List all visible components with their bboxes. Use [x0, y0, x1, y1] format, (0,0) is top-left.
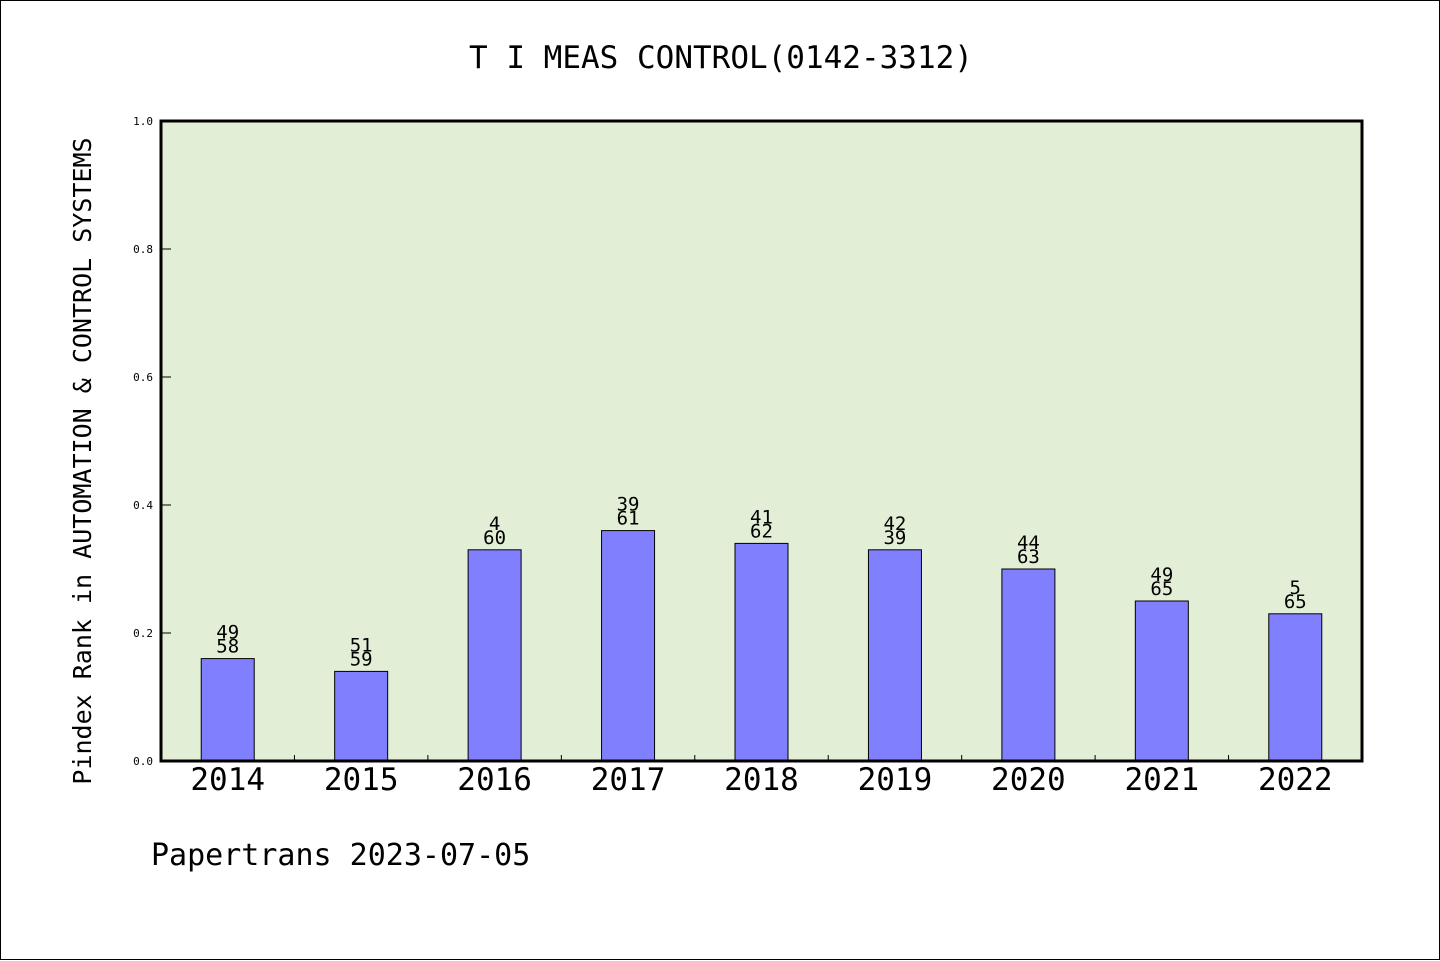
x-tick-label: 2016 — [457, 762, 532, 798]
x-tick-label: 2015 — [324, 762, 399, 798]
bar-label-bottom: 59 — [350, 648, 373, 670]
y-tick-label: 0.0 — [133, 755, 153, 768]
bar-label-top: 4 — [489, 513, 500, 535]
bar-label-top: 49 — [216, 622, 239, 644]
x-tick-label: 2017 — [591, 762, 666, 798]
bar — [334, 670, 389, 762]
chart-title: T I MEAS CONTROL(0142-3312) — [469, 40, 973, 76]
y-axis-ticks: 0.0 0.2 0.4 0.6 0.8 1.0 — [133, 115, 171, 768]
bar-label-top: 42 — [883, 513, 906, 535]
bar — [1001, 568, 1056, 762]
y-tick-label: 0.8 — [133, 243, 153, 256]
bar-label-top: 5 — [1290, 577, 1301, 599]
bar-label-bottom: 65 — [1150, 578, 1173, 600]
bar — [734, 542, 789, 762]
y-tick-label: 1.0 — [133, 115, 153, 128]
bar — [601, 530, 656, 762]
x-tick-label: 2020 — [991, 762, 1066, 798]
bar-label-top: 51 — [350, 634, 373, 656]
footer-text: Papertrans 2023-07-05 — [151, 838, 530, 873]
x-tick-label: 2018 — [724, 762, 799, 798]
bar — [1268, 613, 1323, 762]
bar-label-bottom: 58 — [216, 636, 239, 658]
bar — [200, 658, 255, 762]
bar — [867, 549, 922, 762]
bar — [1134, 600, 1189, 762]
x-axis-ticks: 2014 2015 2016 2017 2018 2019 2020 2021 2022 — [190, 755, 1333, 798]
bar-label-bottom: 63 — [1017, 546, 1040, 568]
bar-label-top: 39 — [617, 494, 640, 516]
x-tick-label: 2019 — [858, 762, 933, 798]
y-axis-label: Pindex Rank in AUTOMATION & CONTROL SYST… — [68, 137, 97, 784]
bar-label-bottom: 61 — [617, 508, 640, 530]
y-tick-label: 0.6 — [133, 371, 153, 384]
plot-border — [159, 119, 1364, 763]
bar-label-top: 44 — [1017, 532, 1040, 554]
bar-label-bottom: 39 — [883, 527, 906, 549]
bar-label-bottom: 65 — [1284, 591, 1307, 613]
bar-label-bottom: 60 — [483, 527, 506, 549]
y-tick-label: 0.4 — [133, 499, 153, 512]
bar-label-top: 49 — [1150, 564, 1173, 586]
x-tick-label: 2022 — [1258, 762, 1333, 798]
y-tick-label: 0.2 — [133, 627, 153, 640]
bar-label-bottom: 62 — [750, 520, 773, 542]
x-tick-label: 2014 — [190, 762, 265, 798]
bars — [200, 530, 1323, 762]
bar-label-top: 41 — [750, 506, 773, 528]
x-tick-label: 2021 — [1125, 762, 1200, 798]
bar — [467, 549, 522, 762]
